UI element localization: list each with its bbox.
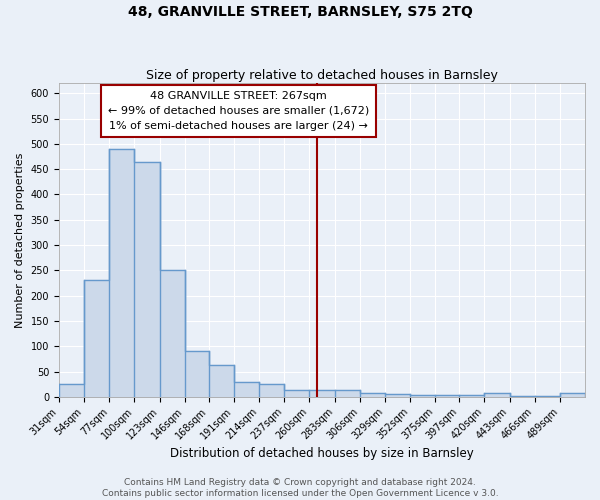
- X-axis label: Distribution of detached houses by size in Barnsley: Distribution of detached houses by size …: [170, 447, 474, 460]
- Text: 48 GRANVILLE STREET: 267sqm
← 99% of detached houses are smaller (1,672)
1% of s: 48 GRANVILLE STREET: 267sqm ← 99% of det…: [107, 91, 369, 131]
- Text: 48, GRANVILLE STREET, BARNSLEY, S75 2TQ: 48, GRANVILLE STREET, BARNSLEY, S75 2TQ: [128, 5, 472, 19]
- Title: Size of property relative to detached houses in Barnsley: Size of property relative to detached ho…: [146, 69, 498, 82]
- Y-axis label: Number of detached properties: Number of detached properties: [15, 152, 25, 328]
- Text: Contains HM Land Registry data © Crown copyright and database right 2024.
Contai: Contains HM Land Registry data © Crown c…: [101, 478, 499, 498]
